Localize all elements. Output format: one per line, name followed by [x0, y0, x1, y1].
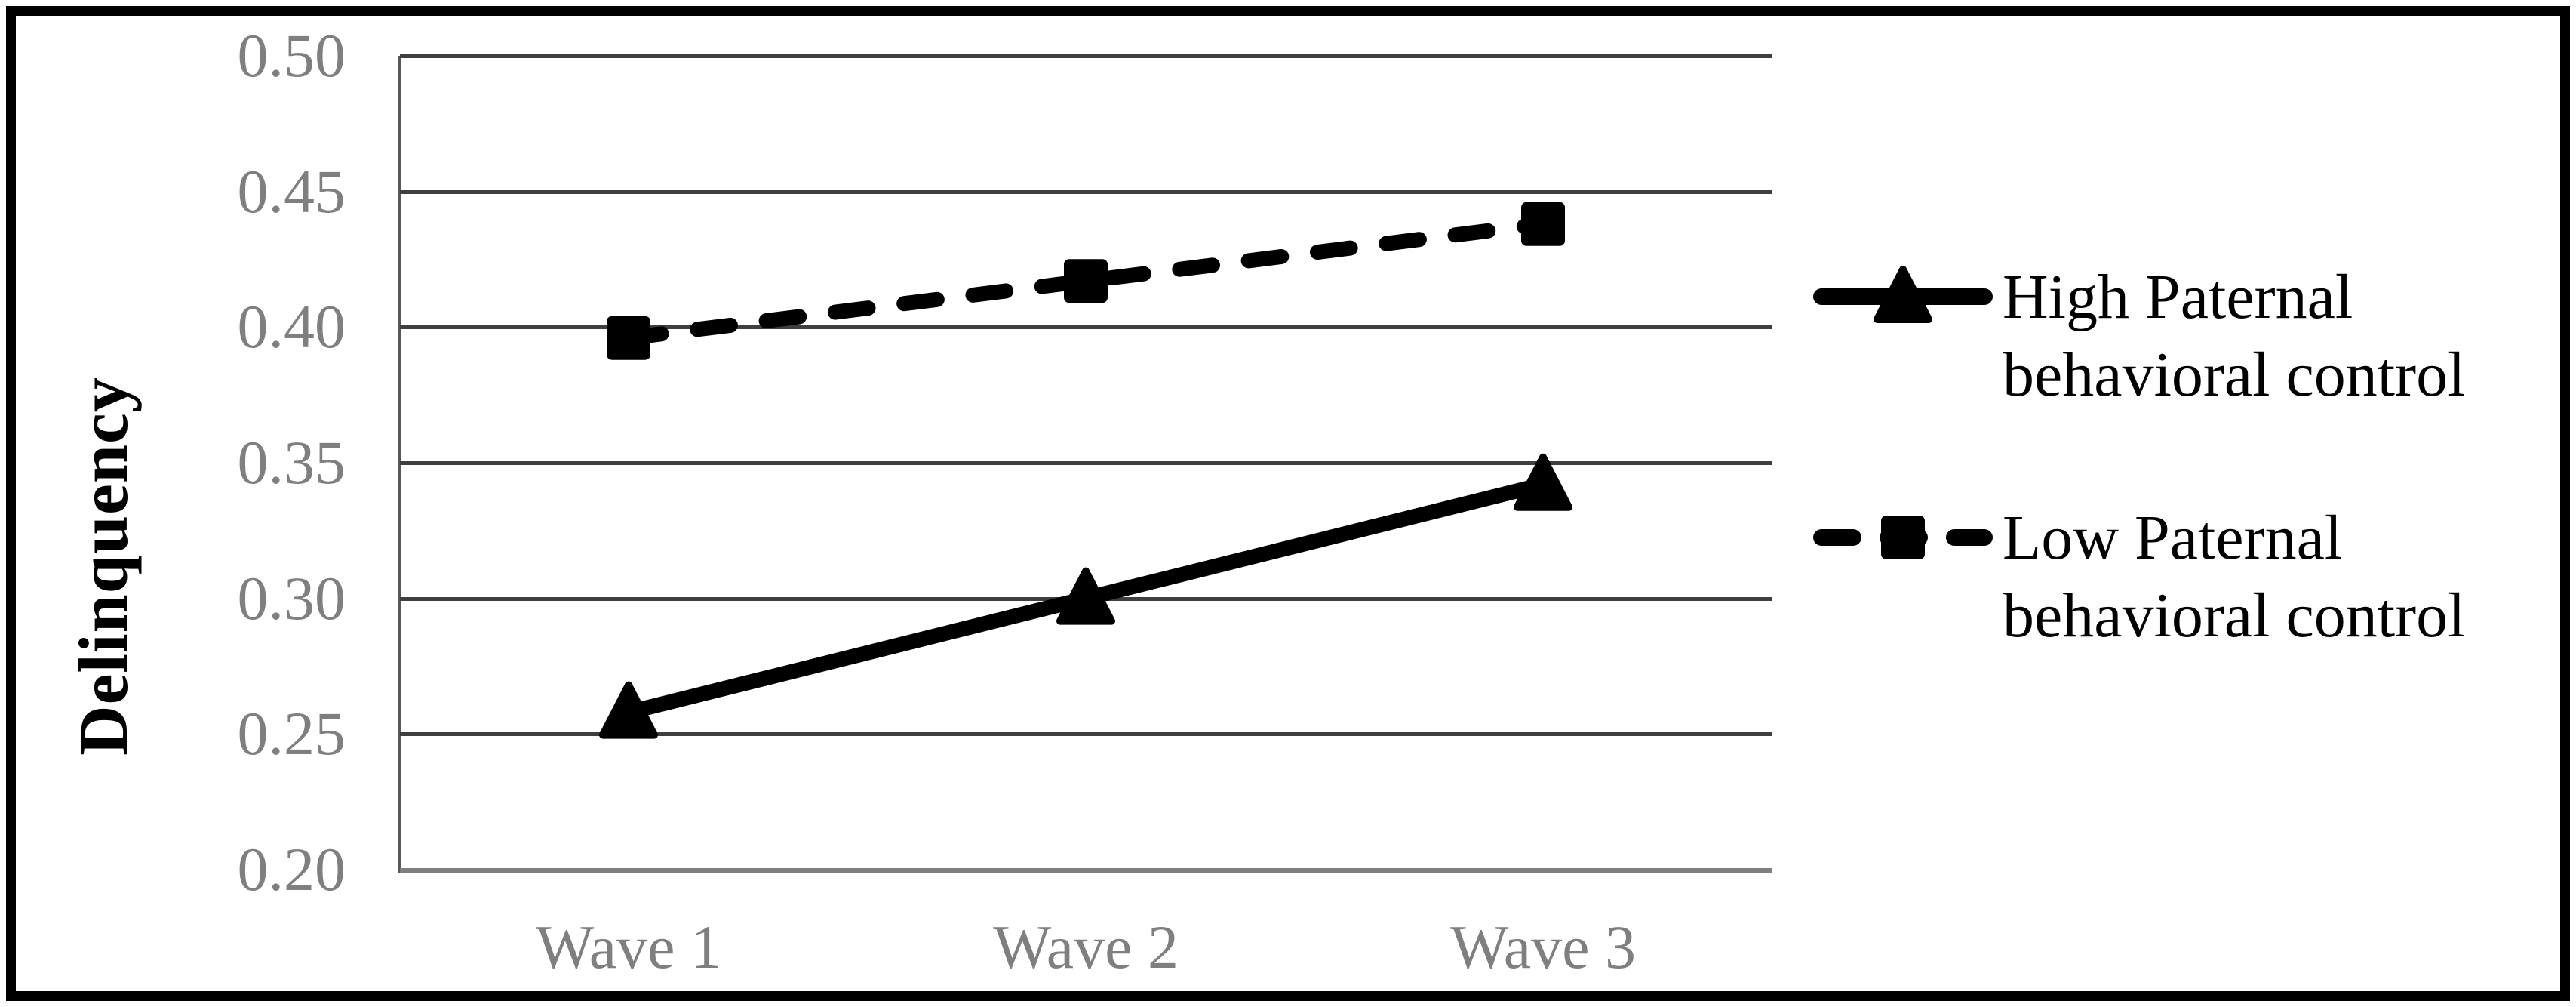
legend-label-line: behavioral control	[2003, 340, 2466, 410]
x-tick-label-wave-2: Wave 2	[992, 913, 1179, 981]
y-tick-label-0.25: 0.25	[237, 699, 346, 768]
gridline-0.45	[400, 189, 1772, 194]
y-tick-label-0.35: 0.35	[237, 428, 346, 497]
square-marker	[1064, 259, 1108, 303]
x-tick-label-wave-3: Wave 3	[1449, 913, 1637, 981]
triangle-marker	[1056, 567, 1115, 625]
legend-entry-2: Low Paternal behavioral control	[1812, 499, 2465, 654]
y-tick-label-0.20: 0.20	[237, 835, 346, 904]
triangle-marker	[599, 681, 658, 739]
triangle-marker	[1514, 453, 1572, 511]
y-tick-label-0.45: 0.45	[237, 156, 346, 226]
legend-entry-1: High Paternal behavioral control	[1812, 258, 2465, 414]
square-marker	[1521, 202, 1565, 246]
square-legend-icon	[1813, 516, 1993, 559]
gridline-0.40	[400, 325, 1772, 330]
triangle-legend-icon	[1813, 266, 1993, 323]
legend-label-line: High Paternal	[2003, 262, 2353, 332]
legend-label: Low Paternal behavioral control	[2003, 499, 2465, 654]
legend-label-line: Low Paternal	[2003, 503, 2343, 573]
square-marker	[1881, 516, 1925, 559]
x-tick-label-wave-1: Wave 1	[535, 913, 722, 981]
triangle-marker	[1874, 266, 1932, 323]
y-axis-line	[398, 56, 401, 873]
gridline-0.50	[400, 54, 1772, 58]
gridline-0.25	[400, 732, 1772, 737]
y-tick-label-0.40: 0.40	[237, 292, 346, 362]
square-marker	[607, 316, 650, 360]
chart-series-svg	[599, 202, 1572, 739]
legend-label: High Paternal behavioral control	[2003, 258, 2465, 414]
gridline-0.35	[400, 461, 1772, 465]
y-axis-title: Delinquency	[65, 377, 142, 756]
gridline-0.20	[400, 868, 1772, 873]
series-line-dashed	[621, 216, 1551, 346]
plot-area	[400, 54, 1772, 873]
y-tick-label-0.30: 0.30	[237, 563, 346, 633]
legend-label-line: behavioral control	[2003, 580, 2466, 651]
y-tick-label-0.50: 0.50	[237, 21, 346, 90]
